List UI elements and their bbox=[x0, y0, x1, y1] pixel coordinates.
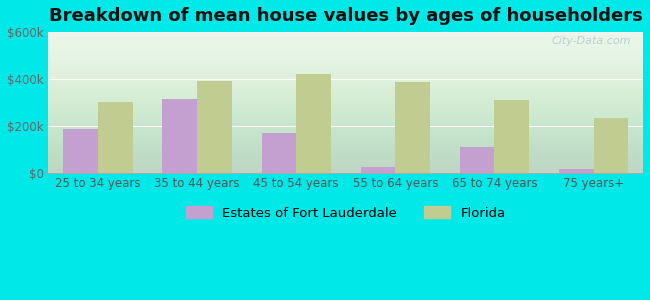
Bar bbox=[197, 81, 232, 172]
Bar bbox=[98, 102, 133, 172]
Bar bbox=[395, 82, 430, 172]
Bar bbox=[162, 99, 197, 172]
Bar bbox=[361, 167, 395, 172]
Text: City-Data.com: City-Data.com bbox=[552, 36, 631, 46]
Title: Breakdown of mean house values by ages of householders: Breakdown of mean house values by ages o… bbox=[49, 7, 643, 25]
Bar bbox=[296, 74, 331, 172]
Bar bbox=[495, 100, 529, 172]
Bar bbox=[63, 129, 98, 172]
Bar bbox=[261, 133, 296, 172]
Bar bbox=[559, 169, 593, 172]
Legend: Estates of Fort Lauderdale, Florida: Estates of Fort Lauderdale, Florida bbox=[180, 201, 511, 225]
Bar bbox=[593, 118, 628, 172]
Bar bbox=[460, 147, 495, 172]
